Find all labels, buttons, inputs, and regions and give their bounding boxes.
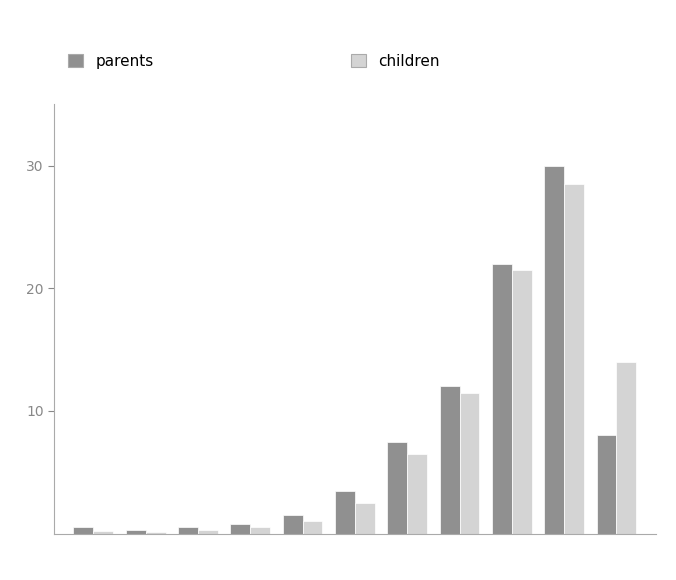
Bar — [231, 524, 250, 534]
Bar — [198, 530, 218, 534]
Bar — [617, 362, 636, 534]
Bar — [145, 532, 166, 534]
Bar — [460, 393, 479, 534]
Bar — [74, 527, 93, 534]
Bar — [335, 491, 355, 534]
Bar — [544, 166, 564, 534]
Bar — [597, 436, 617, 534]
Bar — [93, 531, 113, 534]
Bar — [303, 521, 322, 534]
Bar — [283, 515, 303, 534]
Bar — [407, 454, 427, 534]
Bar — [250, 527, 270, 534]
Bar — [178, 527, 198, 534]
Bar — [564, 184, 584, 534]
Bar — [126, 530, 145, 534]
Bar — [387, 441, 407, 534]
Bar — [492, 264, 512, 534]
Legend: children: children — [345, 48, 445, 75]
Bar — [512, 270, 532, 534]
Bar — [439, 386, 460, 534]
Bar — [355, 503, 375, 534]
